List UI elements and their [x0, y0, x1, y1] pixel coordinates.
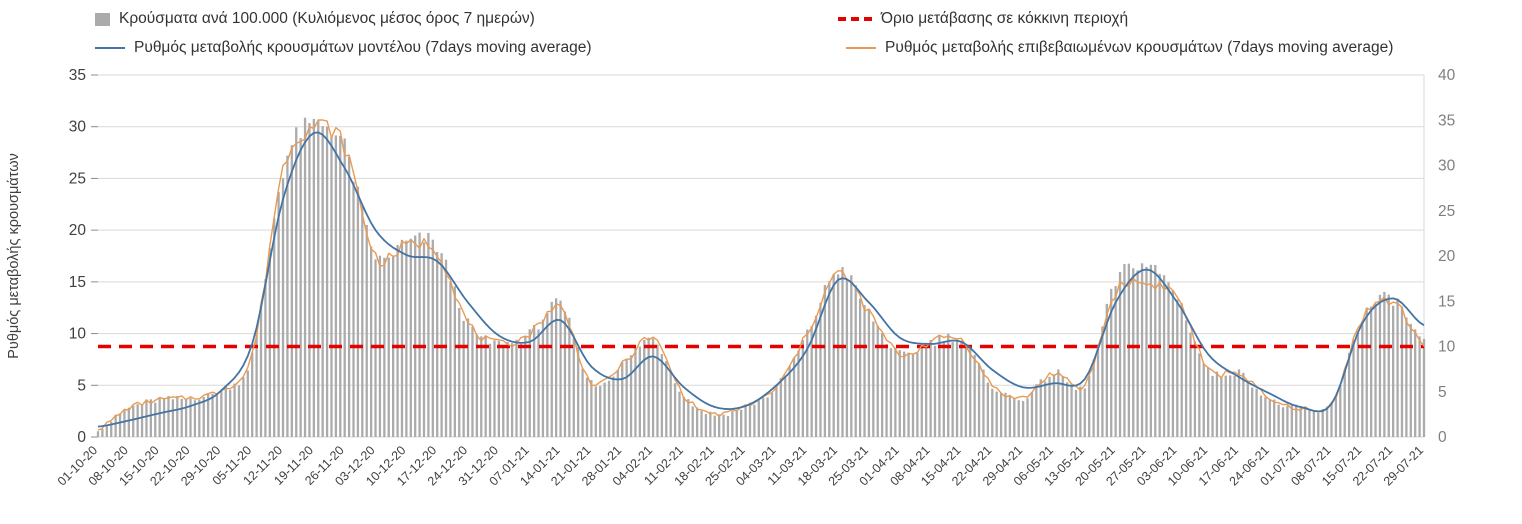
svg-text:0: 0: [1438, 429, 1447, 446]
legend-item-threshold: Όριο μετάβασης σε κόκκινη περιοχή: [838, 10, 1128, 28]
legend-label-threshold: Όριο μετάβασης σε κόκκινη περιοχή: [881, 10, 1129, 27]
svg-text:10: 10: [1438, 339, 1456, 356]
legend-item-model-rate: Ρυθμός μεταβολής κρουσμάτων μοντέλου (7d…: [95, 39, 592, 57]
orange-line-icon: [846, 47, 876, 49]
svg-text:15: 15: [69, 274, 86, 291]
svg-text:25: 25: [1438, 203, 1455, 220]
svg-text:25: 25: [69, 170, 86, 187]
svg-text:0: 0: [77, 429, 86, 446]
svg-text:5: 5: [1438, 384, 1447, 401]
legend-item-confirmed-rate: Ρυθμός μεταβολής επιβεβαιωμένων κρουσμάτ…: [846, 39, 1393, 57]
svg-text:20: 20: [1438, 248, 1456, 265]
blue-line-icon: [95, 47, 125, 49]
legend-label-confirmed-rate: Ρυθμός μεταβολής επιβεβαιωμένων κρουσμάτ…: [885, 39, 1394, 56]
bar-swatch-icon: [95, 12, 110, 26]
svg-text:15: 15: [1438, 293, 1455, 310]
svg-text:30: 30: [1438, 158, 1456, 175]
legend-label-cases-per-100k: Κρούσματα ανά 100.000 (Κυλιόμενος μέσος …: [119, 10, 535, 27]
legend-item-cases-per-100k: Κρούσματα ανά 100.000 (Κυλιόμενος μέσος …: [95, 10, 535, 28]
svg-text:40: 40: [1438, 67, 1456, 84]
red-dashed-line-icon: [838, 17, 872, 21]
svg-text:35: 35: [1438, 112, 1455, 129]
svg-text:20: 20: [69, 222, 87, 239]
svg-text:10: 10: [69, 326, 87, 343]
svg-text:35: 35: [69, 67, 86, 84]
svg-text:30: 30: [69, 119, 87, 136]
svg-text:5: 5: [77, 377, 86, 394]
legend-label-model-rate: Ρυθμός μεταβολής κρουσμάτων μοντέλου (7d…: [134, 39, 592, 56]
